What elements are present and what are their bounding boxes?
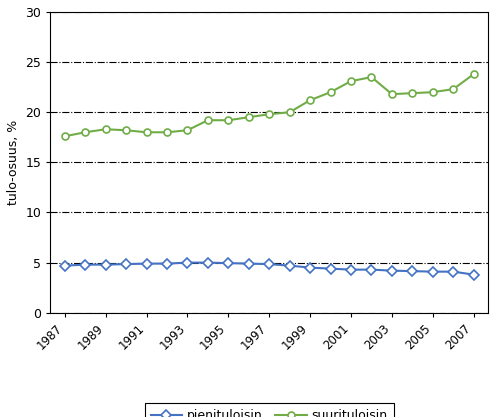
Legend: pienituloisin, suurituloisin: pienituloisin, suurituloisin (145, 403, 394, 417)
Y-axis label: tulo-osuus, %: tulo-osuus, % (7, 120, 20, 205)
